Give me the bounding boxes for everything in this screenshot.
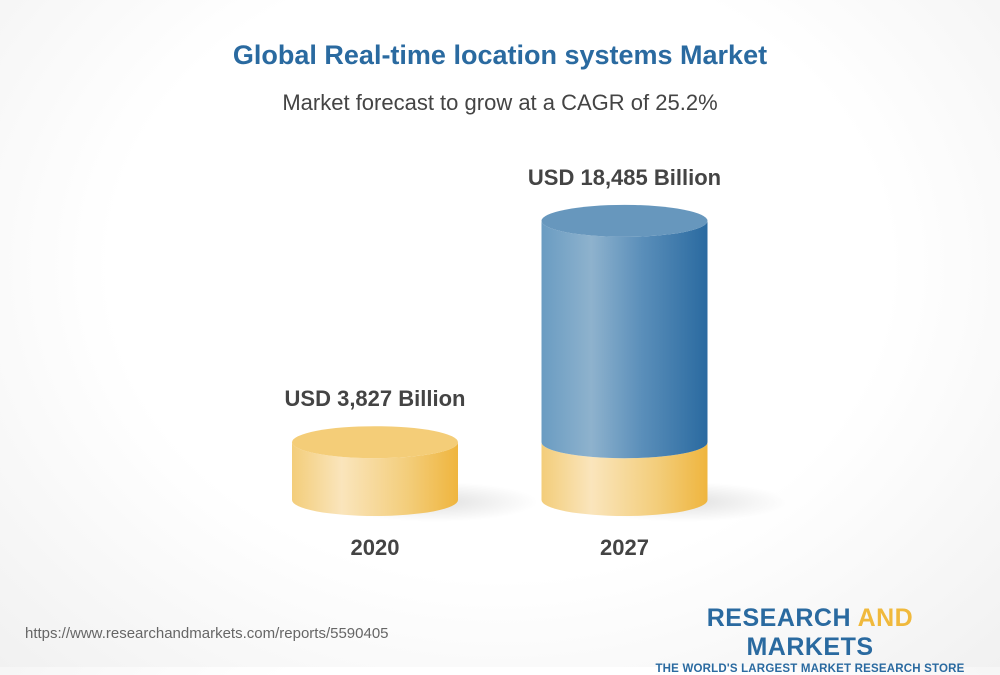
data-label-2027: USD 18,485 Billion: [528, 165, 721, 190]
bar-top-2020: [292, 426, 458, 459]
category-label-2020: 2020: [351, 535, 400, 560]
chart-subtitle: Market forecast to grow at a CAGR of 25.…: [282, 90, 718, 115]
bar-top-2027: [541, 204, 708, 237]
bar-growth-segment-2027: [541, 220, 708, 459]
source-url[interactable]: https://www.researchandmarkets.com/repor…: [25, 625, 389, 642]
chart-title: Global Real-time location systems Market: [232, 40, 768, 70]
bar-2020: [292, 442, 458, 516]
research-and-markets-logo: RESEARCH AND MARKETS THE WORLD'S LARGEST…: [655, 604, 965, 675]
category-label-2027: 2027: [600, 535, 649, 560]
data-label-2020: USD 3,827 Billion: [285, 386, 466, 411]
bar-base-segment-2027: [541, 442, 708, 516]
